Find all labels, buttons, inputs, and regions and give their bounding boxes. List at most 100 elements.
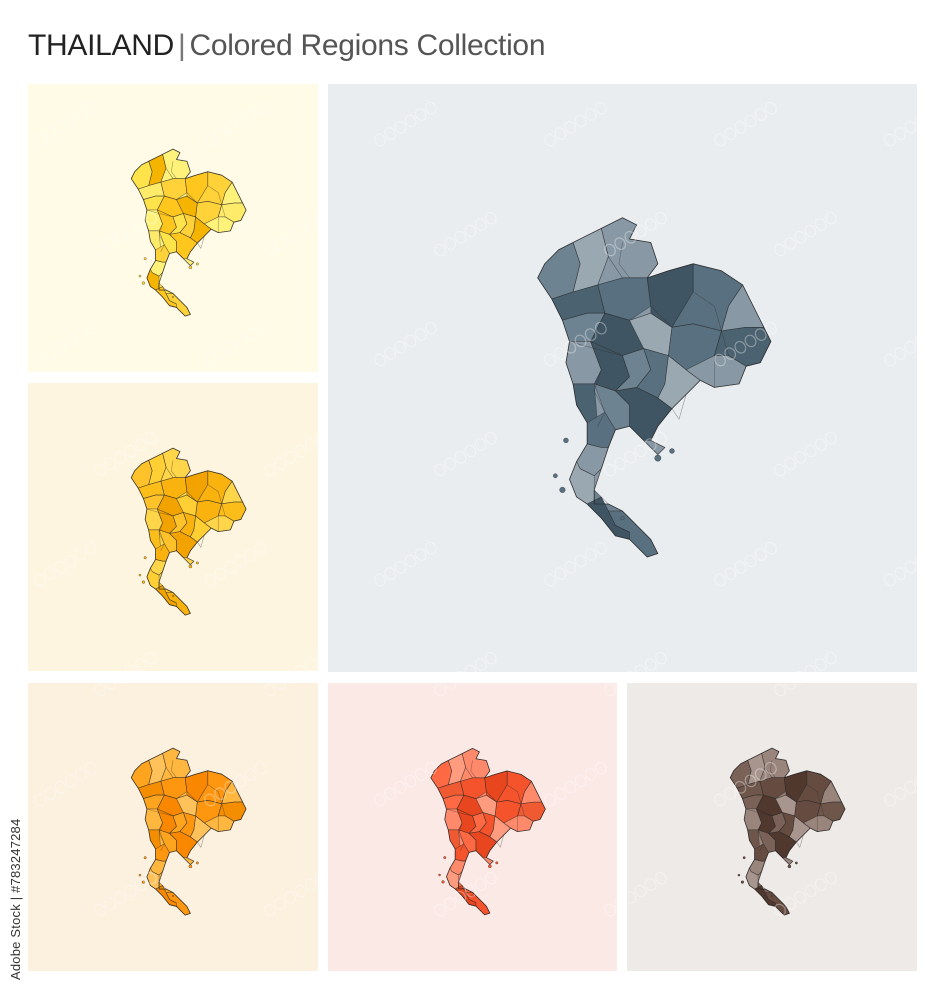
- region-border: [754, 885, 766, 890]
- region-border: [179, 812, 188, 832]
- region-border: [479, 812, 487, 832]
- region-border: [745, 808, 795, 817]
- island: [787, 864, 792, 869]
- region-border: [179, 213, 188, 233]
- country-shape: [130, 447, 247, 616]
- region-border: [646, 277, 701, 381]
- region-border: [448, 829, 497, 843]
- region-border: [636, 348, 652, 388]
- region-border: [179, 512, 188, 532]
- region-border: [221, 480, 233, 504]
- island: [188, 864, 193, 869]
- island: [441, 880, 445, 884]
- watermark-mark: [914, 981, 945, 1000]
- region-border: [484, 777, 511, 829]
- region-border: [169, 515, 177, 551]
- region-border: [184, 777, 212, 829]
- region-border: [143, 195, 243, 206]
- island: [488, 864, 492, 869]
- region-border: [587, 496, 609, 505]
- region-border: [207, 770, 235, 822]
- thailand-map: [328, 84, 917, 672]
- region-border: [769, 760, 776, 778]
- region-border: [816, 803, 822, 832]
- region-border: [489, 815, 496, 837]
- island: [563, 437, 569, 444]
- island: [143, 257, 147, 261]
- watermark-mark: [404, 981, 437, 1000]
- region-border: [184, 178, 212, 230]
- region-border: [217, 803, 223, 832]
- region-border: [442, 794, 542, 805]
- island: [188, 564, 193, 569]
- thailand-map: [28, 383, 318, 671]
- region-border: [148, 760, 153, 785]
- region-border: [197, 236, 205, 249]
- country-shape: [430, 747, 546, 916]
- region-border: [742, 794, 842, 805]
- region-border: [608, 510, 630, 533]
- island: [188, 265, 193, 270]
- island: [171, 894, 175, 898]
- thailand-map: [328, 683, 617, 971]
- region-border: [750, 871, 762, 876]
- country-outline: [130, 148, 247, 317]
- region-border: [169, 815, 177, 851]
- island: [471, 894, 474, 897]
- region-border: [221, 181, 233, 205]
- region-border: [155, 859, 167, 862]
- region-border: [157, 753, 167, 851]
- island: [138, 873, 142, 877]
- region-border: [615, 355, 630, 427]
- region-border: [148, 161, 153, 186]
- region-border: [721, 284, 743, 331]
- region-border: [197, 535, 205, 548]
- region-border: [579, 468, 602, 477]
- map-panel-coral: [328, 683, 617, 971]
- map-panel-slate: [328, 84, 917, 672]
- island: [143, 556, 147, 560]
- island: [742, 856, 746, 860]
- region-border: [157, 154, 167, 252]
- page-title: THAILAND | Colored Regions Collection: [28, 22, 546, 70]
- island: [141, 580, 146, 584]
- region-border: [170, 161, 177, 179]
- region-border: [506, 770, 534, 822]
- region-border: [217, 204, 223, 233]
- island: [669, 448, 675, 454]
- region-border: [520, 781, 532, 804]
- country-outline: [430, 747, 546, 916]
- region-border: [207, 171, 235, 223]
- region-border: [151, 871, 163, 876]
- island: [740, 880, 745, 884]
- country-shape: [130, 148, 247, 317]
- island: [552, 473, 558, 479]
- region-border: [190, 515, 196, 537]
- island: [495, 861, 499, 865]
- country-shape: [537, 217, 772, 558]
- region-border: [756, 753, 766, 851]
- region-border: [747, 829, 797, 843]
- region-border: [590, 228, 609, 427]
- island: [438, 873, 441, 877]
- region-border: [451, 871, 463, 876]
- island: [141, 880, 146, 884]
- region-border: [671, 394, 687, 420]
- island: [171, 594, 175, 598]
- region-border: [470, 760, 477, 779]
- region-border: [190, 216, 196, 238]
- watermark-mark: [64, 981, 97, 1000]
- region-border: [148, 829, 198, 843]
- region-border: [146, 508, 196, 517]
- region-border: [146, 808, 196, 817]
- island: [559, 486, 566, 493]
- region-border: [217, 503, 223, 532]
- island: [737, 873, 741, 877]
- region-border: [148, 230, 198, 244]
- title-subtitle: Colored Regions Collection: [189, 29, 546, 62]
- region-border: [170, 460, 177, 478]
- region-border: [151, 272, 163, 277]
- region-border: [572, 242, 581, 293]
- region-border: [496, 834, 505, 848]
- region-border: [143, 794, 243, 805]
